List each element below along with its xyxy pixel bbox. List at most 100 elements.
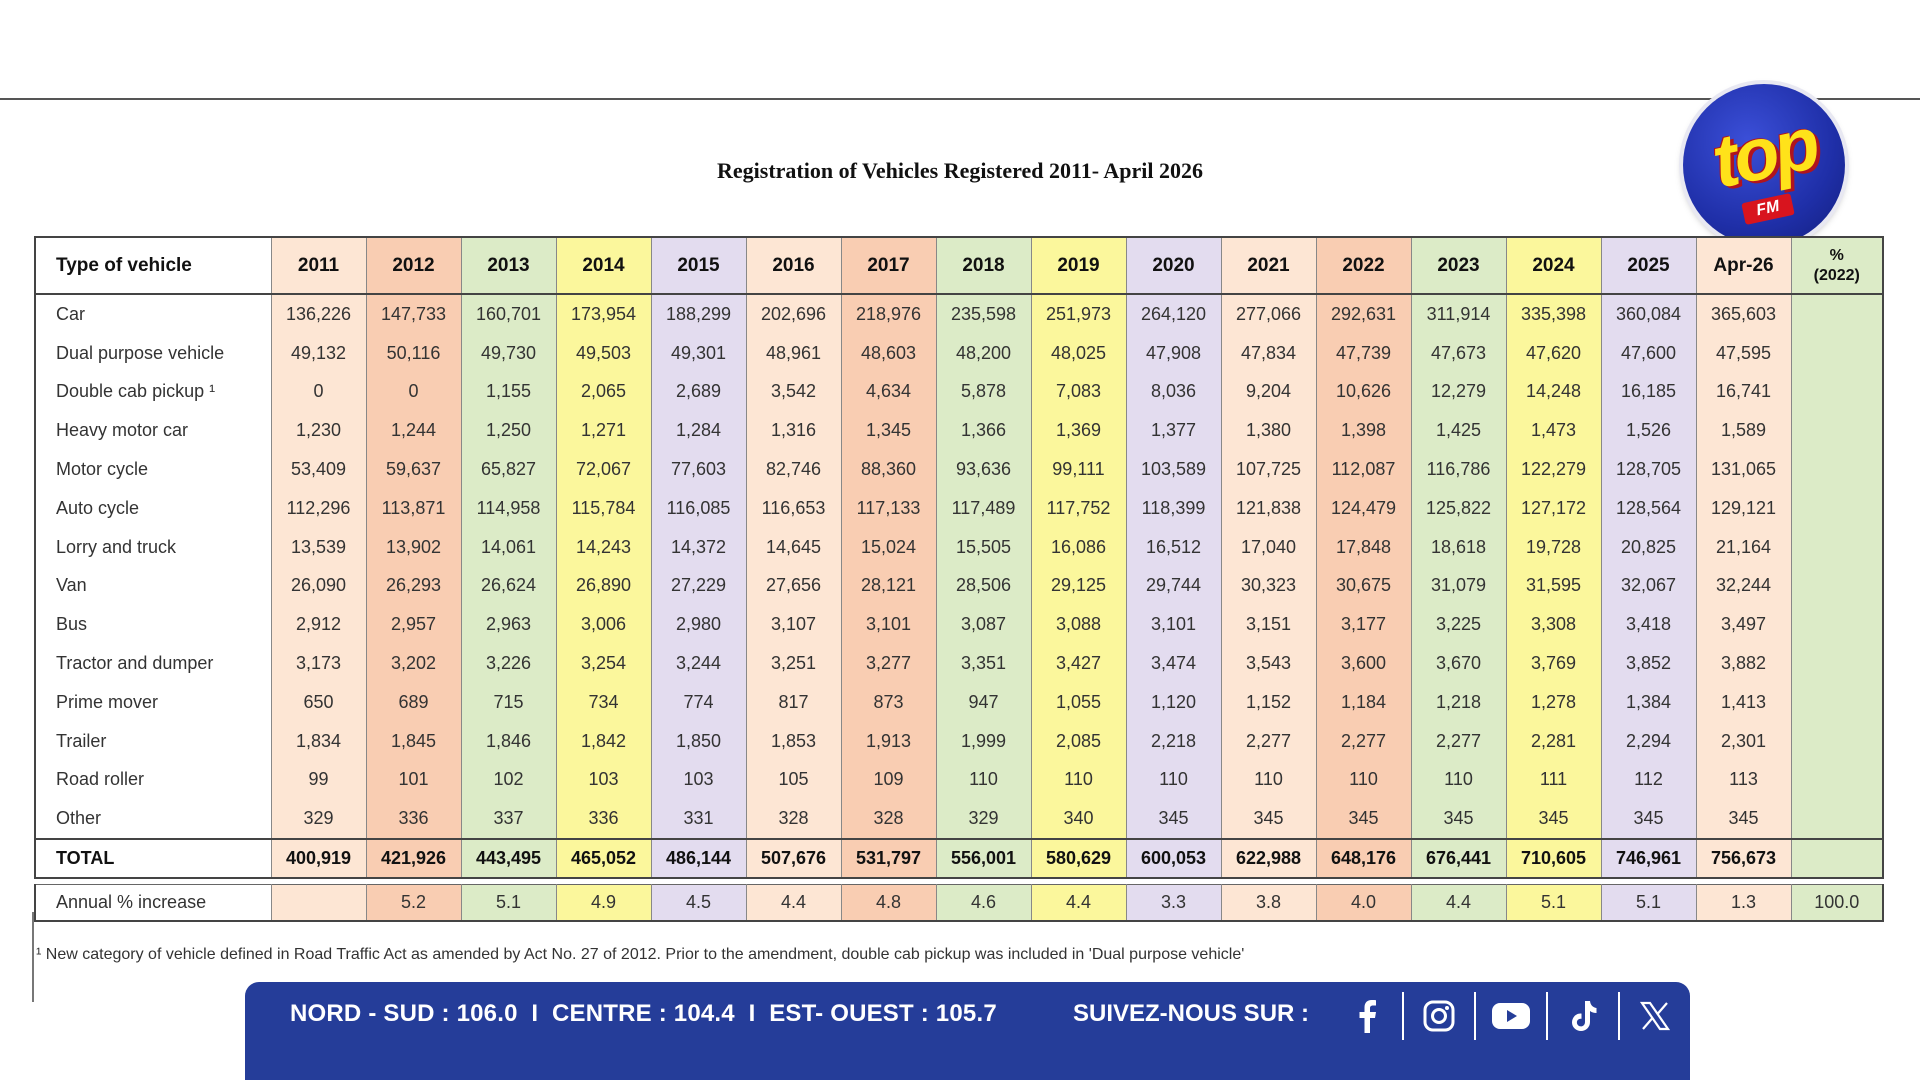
table-cell: 21,164: [1695, 527, 1792, 567]
table-cell: 112: [1600, 760, 1697, 800]
table-cell: 3,308: [1505, 605, 1602, 645]
vehicle-registration-table: Type of vehicle 2011 2012 2013 2014 2015 2016 2…: [34, 236, 1884, 923]
table-cell: 7,083: [1030, 372, 1127, 412]
tiktok-icon[interactable]: [1548, 992, 1620, 1040]
follow-us-label: SUIVEZ-NOUS SUR :: [1073, 1000, 1310, 1027]
table-cell: 1,853: [745, 721, 842, 761]
table-cell: 48,961: [745, 333, 842, 373]
table-cell: 121,838: [1220, 488, 1317, 528]
table-cell: 12,279: [1410, 372, 1507, 412]
youtube-icon[interactable]: [1476, 992, 1548, 1040]
table-cell: 125,822: [1410, 488, 1507, 528]
table-cell: 128,564: [1600, 488, 1697, 528]
table-cell: 14,243: [555, 527, 652, 567]
table-cell: 360,084: [1600, 294, 1697, 334]
table-cell: 1,244: [365, 411, 462, 451]
table-cell: 1,284: [650, 411, 747, 451]
table-cell: 29,744: [1125, 566, 1222, 606]
table-row: Heavy motor car 1,230 1,244 1,250 1,271 1,284…: [34, 411, 1884, 451]
table-cell: 345: [1410, 799, 1507, 840]
table-cell: 235,598: [935, 294, 1032, 334]
table-cell: 28,506: [935, 566, 1032, 606]
table-cell: 1,250: [460, 411, 557, 451]
table-cell: 264,120: [1125, 294, 1222, 334]
column-header: 2011: [270, 236, 367, 295]
social-links: [1332, 992, 1690, 1040]
table-cell: 116,653: [745, 488, 842, 528]
total-cell: [1790, 838, 1884, 880]
table-cell: 31,079: [1410, 566, 1507, 606]
table-cell: 26,293: [365, 566, 462, 606]
table-cell: 1,846: [460, 721, 557, 761]
table-cell: 116,786: [1410, 450, 1507, 489]
row-label: Double cab pickup ¹: [34, 372, 272, 412]
table-cell: 14,061: [460, 527, 557, 567]
table-cell: 3,254: [555, 644, 652, 683]
annual-cell: 4.4: [745, 884, 842, 923]
table-cell: 47,673: [1410, 333, 1507, 373]
table-cell: 277,066: [1220, 294, 1317, 334]
table-cell: 127,172: [1505, 488, 1602, 528]
table-cell: 2,218: [1125, 721, 1222, 761]
table-cell: 2,281: [1505, 721, 1602, 761]
table-cell: 1,155: [460, 372, 557, 412]
table-cell: 16,512: [1125, 527, 1222, 567]
table-cell: 129,121: [1695, 488, 1792, 528]
table-cell: 47,620: [1505, 333, 1602, 373]
table-row: Prime mover 650 689 715 734 774 817 873 947 1,055…: [34, 682, 1884, 722]
table-cell: 13,539: [270, 527, 367, 567]
table-cell: 947: [935, 682, 1032, 722]
table-cell: 116,085: [650, 488, 747, 528]
table-cell: 15,505: [935, 527, 1032, 567]
table-cell: 1,398: [1315, 411, 1412, 451]
table-row: Other 329 336 337 336 331 328 328 329 340 345 345 34…: [34, 799, 1884, 840]
table-cell: 1,413: [1695, 682, 1792, 722]
table-cell: 131,065: [1695, 450, 1792, 489]
total-cell: 648,176: [1315, 838, 1412, 880]
table-cell: 16,741: [1695, 372, 1792, 412]
table-cell: 31,595: [1505, 566, 1602, 606]
total-cell: 710,605: [1505, 838, 1602, 880]
table-cell: 3,852: [1600, 644, 1697, 683]
table-cell: 2,980: [650, 605, 747, 645]
table-cell: [1790, 294, 1884, 334]
table-cell: 27,229: [650, 566, 747, 606]
table-cell: [1790, 411, 1884, 451]
table-cell: 16,086: [1030, 527, 1127, 567]
table-cell: 251,973: [1030, 294, 1127, 334]
annual-cell: 4.6: [935, 884, 1032, 923]
table-cell: 30,675: [1315, 566, 1412, 606]
table-cell: 173,954: [555, 294, 652, 334]
table-cell: 17,848: [1315, 527, 1412, 567]
table-cell: 3,351: [935, 644, 1032, 683]
annual-cell: 5.1: [1505, 884, 1602, 923]
table-cell: 202,696: [745, 294, 842, 334]
x-icon[interactable]: [1620, 992, 1690, 1040]
annual-cell: 4.8: [840, 884, 937, 923]
table-cell: 9,204: [1220, 372, 1317, 412]
table-cell: 28,121: [840, 566, 937, 606]
facebook-icon[interactable]: [1332, 992, 1404, 1040]
table-cell: 49,301: [650, 333, 747, 373]
table-cell: 817: [745, 682, 842, 722]
table-cell: 3,225: [1410, 605, 1507, 645]
table-cell: 329: [935, 799, 1032, 840]
table-row: Van 26,090 26,293 26,624 26,890 27,229 27,656 2…: [34, 566, 1884, 606]
table-cell: 109: [840, 760, 937, 800]
table-cell: 1,850: [650, 721, 747, 761]
row-label: Lorry and truck: [34, 527, 272, 567]
table-cell: 2,689: [650, 372, 747, 412]
table-cell: 774: [650, 682, 747, 722]
table-cell: 328: [745, 799, 842, 840]
table-cell: 20,825: [1600, 527, 1697, 567]
table-cell: 3,107: [745, 605, 842, 645]
table-cell: 2,963: [460, 605, 557, 645]
table-cell: 331: [650, 799, 747, 840]
table-cell: 2,085: [1030, 721, 1127, 761]
instagram-icon[interactable]: [1404, 992, 1476, 1040]
table-cell: 72,067: [555, 450, 652, 489]
table-cell: 1,120: [1125, 682, 1222, 722]
table-cell: 0: [270, 372, 367, 412]
total-cell: 580,629: [1030, 838, 1127, 880]
table-cell: 3,244: [650, 644, 747, 683]
